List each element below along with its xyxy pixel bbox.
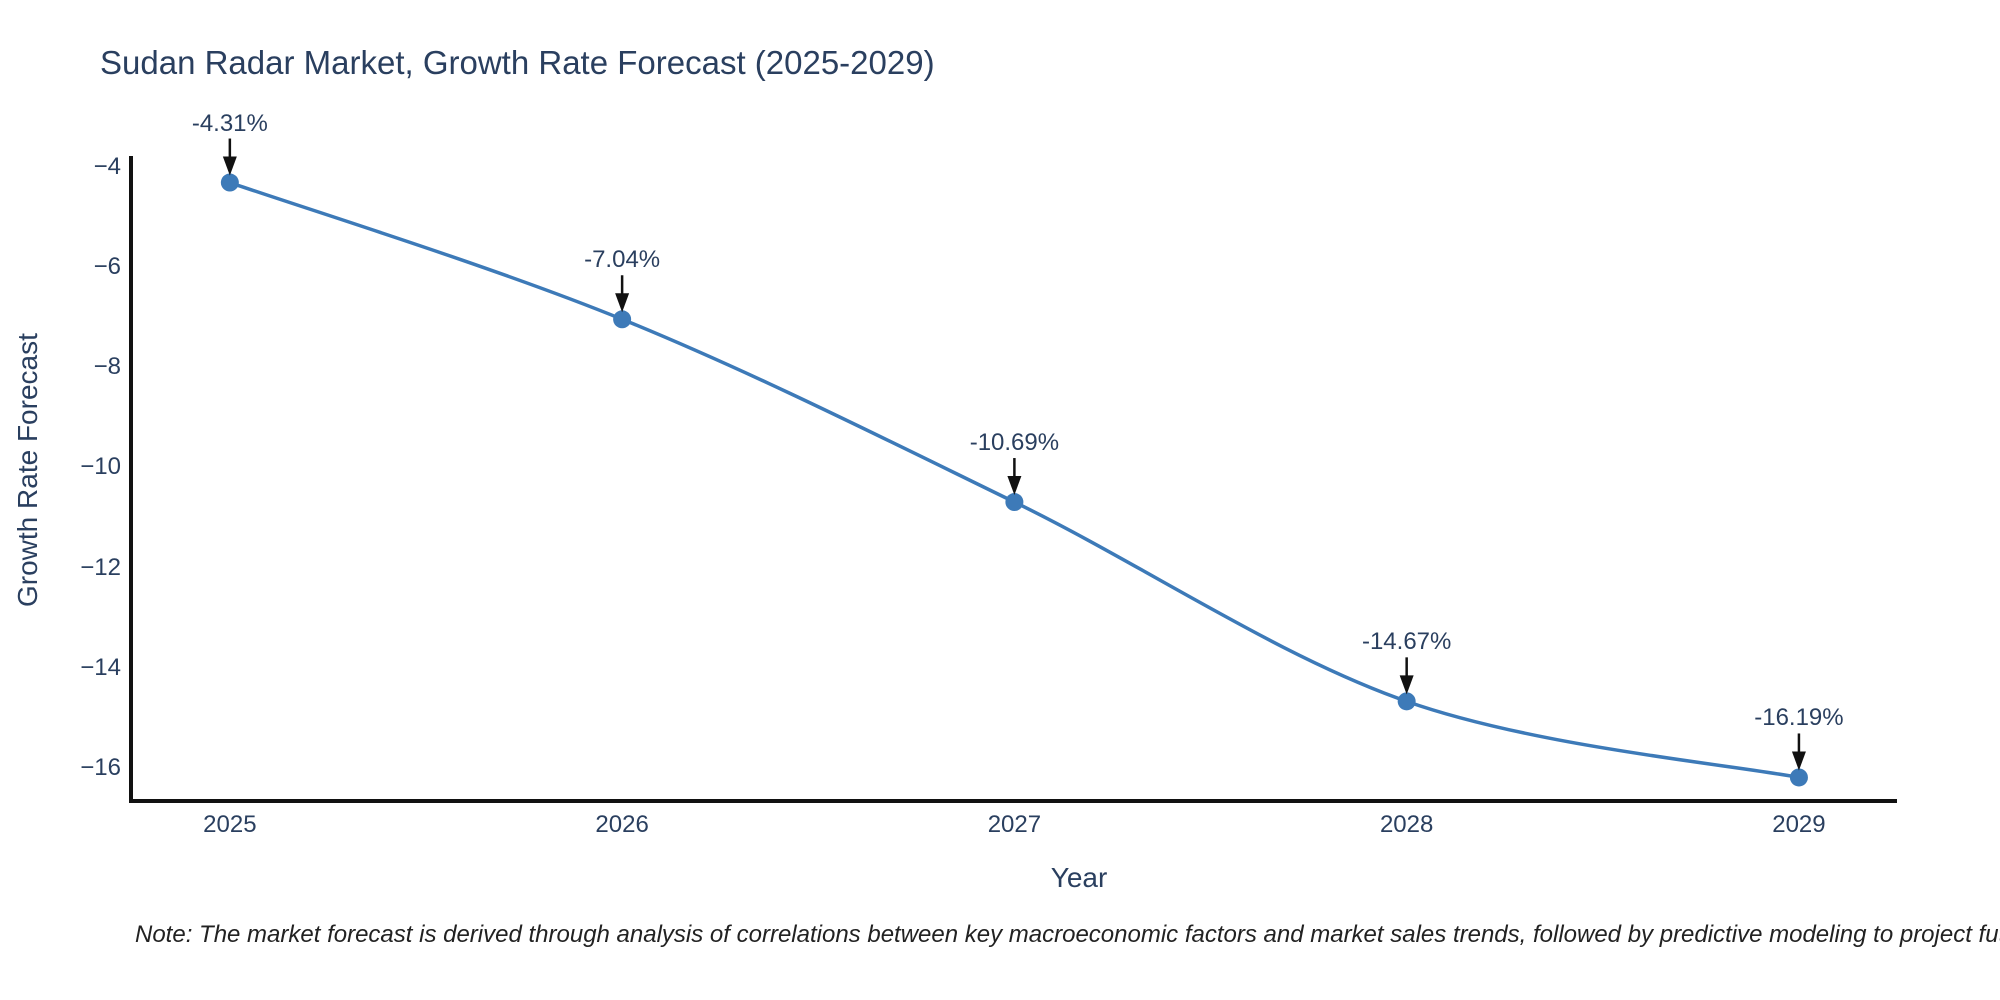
x-tick-label: 2027 (987, 811, 1042, 838)
data-point-marker (1397, 692, 1416, 711)
x-axis-title: Year (1050, 862, 1108, 893)
annotation-arrowhead (222, 156, 237, 176)
data-point-marker (613, 310, 632, 329)
chart-title: Sudan Radar Market, Growth Rate Forecast… (100, 44, 935, 81)
x-tick-label: 2029 (1772, 811, 1826, 838)
annotation-arrowhead (1399, 675, 1414, 695)
data-point-marker (220, 173, 239, 192)
data-point-marker (1789, 768, 1808, 787)
y-tick-label: −10 (80, 453, 121, 481)
y-tick-label: −6 (93, 253, 121, 281)
y-tick-label: −8 (93, 353, 121, 381)
annotation-label: -16.19% (1754, 704, 1844, 732)
annotation-label: -14.67% (1361, 628, 1452, 656)
annotation-label: -4.31% (191, 109, 268, 137)
x-tick-label: 2026 (595, 811, 649, 838)
data-point-marker (1005, 493, 1024, 512)
annotation-label: -7.04% (584, 246, 661, 274)
y-tick-label: −4 (93, 153, 121, 181)
y-tick-label: −14 (80, 653, 121, 681)
annotation-arrowhead (1791, 751, 1806, 771)
footnote: Note: The market forecast is derived thr… (135, 921, 2000, 948)
annotation-arrowhead (615, 293, 630, 313)
y-tick-label: −16 (80, 753, 121, 781)
y-tick-label: −12 (80, 553, 121, 581)
y-axis-title: Growth Rate Forecast (12, 333, 43, 607)
x-tick-label: 2025 (203, 811, 257, 838)
x-tick-label: 2028 (1379, 811, 1434, 838)
annotation-label: -10.69% (969, 429, 1060, 457)
annotation-arrowhead (1007, 476, 1022, 496)
